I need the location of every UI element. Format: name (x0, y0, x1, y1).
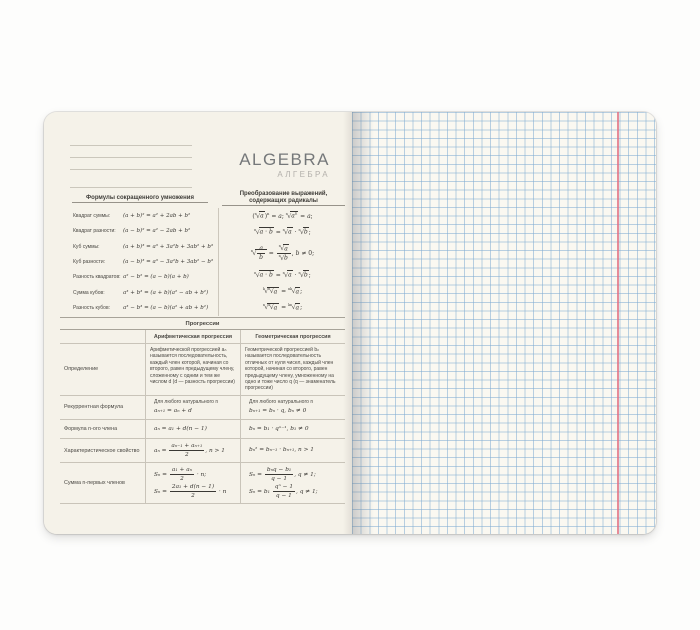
formula-line: bₙ² = bₙ₋₁ · bₙ₊₁, n > 1 (249, 447, 314, 454)
definition-geometric: Геометрической прогрессией bₙ называется… (240, 344, 345, 395)
writing-line (70, 157, 192, 158)
formula-row: Разность квадратов: a² − b² = (a − b)(a … (73, 274, 243, 280)
formula-text: (a − b)³ = a³ − 3a²b + 3ab² − b³ (123, 258, 214, 265)
radical-formula: (n√a)n = a; n√an = a; (252, 211, 313, 220)
radical-formula: n√a · b = n√a · n√b; (254, 227, 311, 236)
col-header-geometric: Геометрическая прогрессия (240, 330, 345, 343)
section-header-text: Преобразование выражений, содержащих рад… (222, 191, 345, 206)
formula-label: Квадрат суммы: (73, 212, 111, 219)
row-label: Определение (64, 366, 99, 373)
formula-line: Sₙ = a₁ + aₙ 2 · n; (154, 467, 207, 482)
writing-lines (70, 145, 192, 191)
formula-row: Куб суммы: (a + b)³ = a³ + 3a²b + 3ab² +… (73, 244, 243, 250)
formula-label: Куб разности: (73, 258, 106, 265)
multiplication-section-header: Формулы сокращенного умножения (72, 195, 208, 206)
empty-header-cell (60, 330, 145, 343)
sum-geometric: Sₙ = bₙq − b₁ q − 1, q ≠ 1; Sₙ = b₁ qⁿ − … (240, 463, 345, 504)
radicals-header-line2: содержащих радикалы (249, 198, 318, 204)
row-label: Характеристическое свойство (64, 447, 140, 454)
formula-text: a³ − b³ = (a − b)(a² + ab + b²) (123, 305, 209, 312)
formula-line: aₙ₊₁ = aₙ + d (154, 408, 192, 415)
margin-line (617, 112, 619, 534)
title-block: ALGEBRA АЛГЕБРА (239, 151, 330, 179)
formula-label: Сумма кубов: (73, 289, 105, 296)
table-row-definition: Определение Арифметической прогрессией a… (60, 344, 345, 396)
gutter-shadow (352, 112, 374, 534)
sum-arithmetic: Sₙ = a₁ + aₙ 2 · n; Sₙ = 2a₁ + d(n − 1) 2 … (145, 463, 240, 504)
formula-label: Куб суммы: (73, 243, 100, 250)
table-row-sum: Сумма n-первых членов Sₙ = a₁ + aₙ 2 · n;… (60, 463, 345, 505)
formula-note: Для любого натурального n (154, 399, 219, 406)
radical-formula: n√a · b = n√a · n√b; (254, 270, 311, 279)
progressions-caption: Прогрессии (60, 317, 345, 330)
nth-term-geometric: bₙ = b₁ · qⁿ⁻¹, b₁ ≠ 0 (240, 420, 345, 438)
radical-formula: n√ a b = n√a n√b, b ≠ 0; (250, 243, 315, 262)
formula-line: Sₙ = bₙq − b₁ q − 1, q ≠ 1; (249, 467, 316, 482)
formula-line: Sₙ = 2a₁ + d(n − 1) 2 · n (154, 484, 227, 499)
row-label: Формула n-ого члена (64, 426, 118, 432)
notebook-spread: ALGEBRA АЛГЕБРА Формулы сокращенного умн… (44, 112, 656, 534)
multiplication-formula-list: Квадрат суммы: (a + b)² = a² + 2ab + b² … (73, 208, 243, 316)
formula-row: Квадрат суммы: (a + b)² = a² + 2ab + b² (73, 213, 243, 219)
recurrent-arithmetic: Для любого натурального n aₙ₊₁ = aₙ + d (145, 395, 240, 419)
characteristic-arithmetic: aₙ = aₙ₋₁ + aₙ₊₁ 2, n > 1 (145, 439, 240, 463)
formula-label: Квадрат разности: (73, 228, 116, 235)
formula-row: Сумма кубов: a³ + b³ = (a + b)(a² − ab +… (73, 290, 243, 296)
formula-line: bₙ = b₁ · qⁿ⁻¹, b₁ ≠ 0 (249, 425, 309, 432)
formula-row: Разность кубов: a³ − b³ = (a − b)(a² + a… (73, 305, 243, 311)
formula-line: bₙ₊₁ = bₙ · q, bₙ ≠ 0 (249, 408, 307, 415)
writing-line (70, 145, 192, 146)
radicals-header-line1: Преобразование выражений, (239, 191, 328, 197)
formula-text: (a + b)³ = a³ + 3a²b + 3ab² + b³ (123, 243, 214, 250)
formula-row: Квадрат разности: (a − b)² = a² − 2ab + … (73, 228, 243, 234)
radical-formula: k√n√a = nk√a; (262, 286, 303, 296)
progressions-table: Прогрессии Арифметическая прогрессия Гео… (60, 317, 345, 505)
right-grid-page (352, 112, 656, 534)
writing-line (70, 187, 192, 188)
radicals-section-header: Преобразование выражений, содержащих рад… (222, 191, 345, 208)
recurrent-geometric: Для любого натурального n bₙ₊₁ = bₙ · q,… (240, 395, 345, 419)
left-reference-page: ALGEBRA АЛГЕБРА Формулы сокращенного умн… (44, 112, 352, 534)
formula-line: aₙ = aₙ₋₁ + aₙ₊₁ 2, n > 1 (154, 443, 225, 458)
table-row-characteristic: Характеристическое свойство aₙ = aₙ₋₁ + … (60, 439, 345, 464)
progressions-header-row: Арифметическая прогрессия Геометрическая… (60, 330, 345, 344)
definition-arithmetic: Арифметической прогрессией aₙ называется… (145, 344, 240, 395)
row-label: Сумма n-первых членов (64, 480, 125, 487)
formula-line: aₙ = a₁ + d(n − 1) (154, 425, 207, 432)
col-header-arithmetic: Арифметическая прогрессия (145, 330, 240, 343)
formula-label: Разность квадратов: (73, 274, 121, 281)
nth-term-arithmetic: aₙ = a₁ + d(n − 1) (145, 420, 240, 438)
formula-label: Разность кубов: (73, 305, 111, 312)
row-label: Рекуррентная формула (64, 404, 124, 411)
writing-line (70, 169, 192, 170)
characteristic-geometric: bₙ² = bₙ₋₁ · bₙ₊₁, n > 1 (240, 439, 345, 463)
radical-formula: n√k√a = kn√a; (262, 302, 303, 312)
formula-text: a² − b² = (a − b)(a + b) (123, 274, 189, 281)
table-row-recurrent: Рекуррентная формула Для любого натураль… (60, 395, 345, 420)
formula-text: (a − b)² = a² − 2ab + b² (123, 228, 191, 235)
formula-note: Для любого натурального n (249, 399, 314, 406)
formula-row: Куб разности: (a − b)³ = a³ − 3a²b + 3ab… (73, 259, 243, 265)
formula-text: (a + b)² = a² + 2ab + b² (123, 212, 191, 219)
page-title: ALGEBRA (239, 150, 330, 169)
formula-text: a³ + b³ = (a + b)(a² − ab + b²) (123, 289, 209, 296)
table-row-nth-term: Формула n-ого члена aₙ = a₁ + d(n − 1) b… (60, 420, 345, 439)
column-divider (218, 208, 219, 316)
section-header-text: Формулы сокращенного умножения (72, 195, 208, 203)
page-subtitle: АЛГЕБРА (277, 170, 330, 179)
radical-formula-list: (n√a)n = a; n√an = a; n√a · b = n√a · n√… (220, 208, 345, 316)
